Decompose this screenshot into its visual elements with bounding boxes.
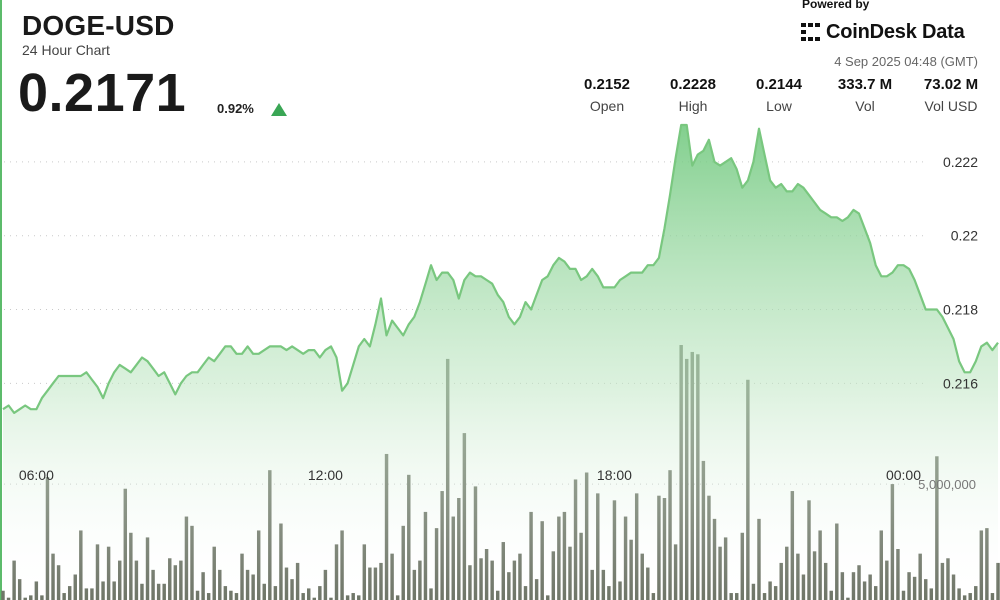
stat-volume-usd: 73.02 M Vol USD: [908, 76, 994, 114]
stat-label: Low: [766, 98, 792, 114]
coindesk-data-logo: CoinDesk Data: [800, 18, 965, 46]
price-change-percent: 0.92%: [217, 101, 254, 116]
stat-value: 0.2152: [584, 76, 630, 93]
price-line: [2, 123, 999, 414]
price-area: [2, 123, 999, 600]
stat-label: Vol: [855, 98, 875, 114]
stat-label: Open: [589, 98, 625, 114]
axis-labels: 0.222 0.22 0.218 0.216 06:00 12:00 18:00 00:005…: [19, 154, 978, 492]
ticker-symbol: DOGE-USD: [22, 10, 175, 41]
y-tick-label: 0.216: [943, 375, 978, 391]
y-tick-label: 0.218: [943, 302, 978, 318]
stats-row: 0.2152 Open 0.2228 High 0.2144 Low 333.7…: [564, 76, 994, 114]
x-tick-label: 12:00: [308, 467, 343, 483]
brand-name: CoinDesk Data: [826, 20, 965, 43]
y-tick-label: 0.222: [943, 154, 978, 170]
stat-value: 0.2228: [670, 76, 716, 93]
stat-volume: 333.7 M Vol: [822, 76, 908, 114]
current-price: 0.2171: [18, 63, 187, 123]
x-tick-label: 00:00: [886, 467, 921, 483]
stat-value: 0.2144: [756, 76, 802, 93]
timestamp: 4 Sep 2025 04:48 (GMT): [834, 54, 978, 69]
volume-scale-label: 5,000,000: [918, 477, 976, 492]
stat-high: 0.2228 High: [650, 76, 736, 114]
powered-by-label: Powered by: [802, 0, 870, 11]
x-tick-label: 18:00: [597, 467, 632, 483]
stat-open: 0.2152 Open: [564, 76, 650, 114]
price-area-fill: [3, 125, 998, 600]
up-triangle-icon: [271, 103, 287, 116]
chart-subtitle: 24 Hour Chart: [22, 42, 110, 58]
stat-value: 333.7 M: [837, 76, 893, 93]
x-tick-label: 06:00: [19, 467, 54, 483]
left-accent-rule: [0, 0, 2, 600]
stat-low: 0.2144 Low: [736, 76, 822, 114]
stat-label: High: [678, 98, 708, 114]
y-tick-label: 0.22: [951, 228, 978, 244]
stat-value: 73.02 M: [923, 76, 979, 93]
stat-label: Vol USD: [924, 98, 978, 114]
coindesk-logo-icon: [801, 23, 820, 41]
